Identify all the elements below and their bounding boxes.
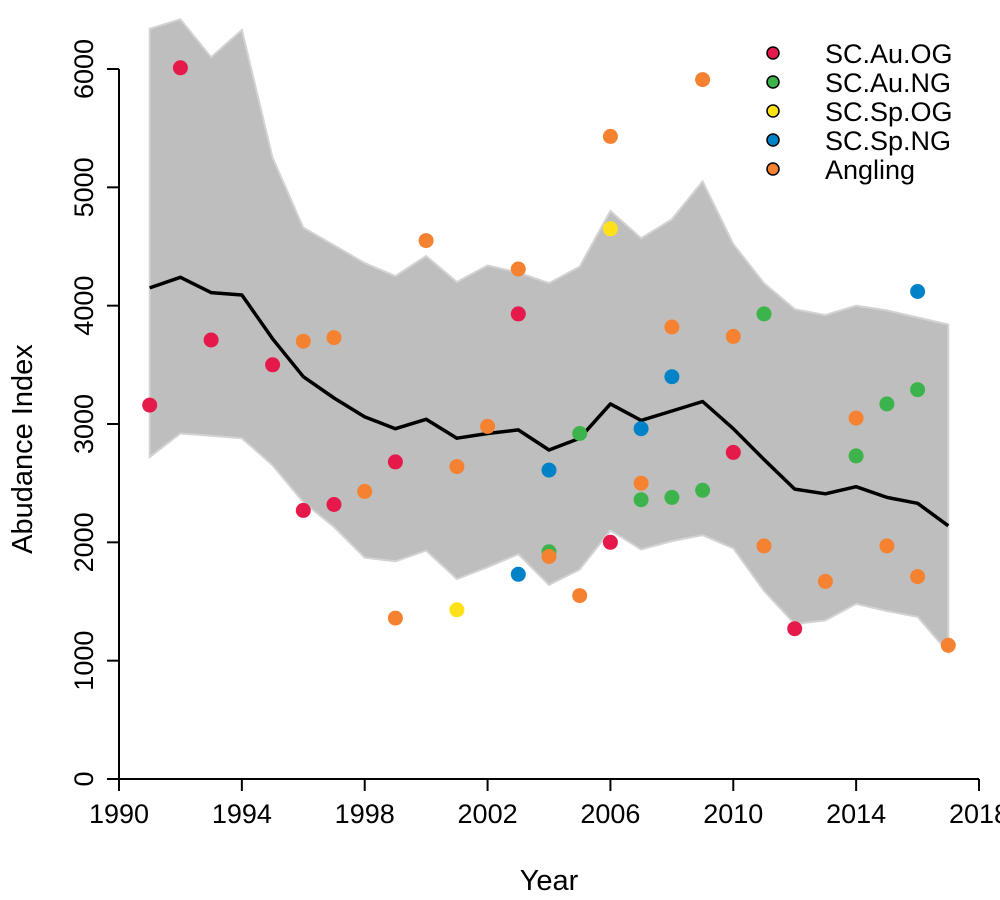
y-axis-title: Abudance Index [7,344,39,554]
legend-marker [766,46,780,60]
legend-label: Angling [825,155,915,185]
series-sc-sp-og [449,221,618,618]
data-point [326,497,342,512]
data-point [510,306,526,322]
x-axis-title: Year [520,865,579,897]
data-point [879,538,895,554]
data-point [756,538,772,554]
data-point [664,319,680,335]
data-points [142,60,956,653]
data-point [418,233,434,249]
data-point [572,426,588,441]
data-point [295,502,311,518]
data-point [480,418,496,434]
data-point [142,397,158,413]
data-point [848,410,864,426]
data-point [449,602,465,618]
data-point [602,128,618,144]
data-point [602,221,618,237]
y-tick-label: 3000 [69,394,99,454]
data-point [879,396,895,412]
trend-line [149,275,950,528]
x-tick-label: 1990 [89,799,149,829]
y-tick-label: 1000 [69,631,99,691]
data-point [787,621,803,637]
data-point [725,328,741,344]
legend-item: SC.Sp.NG [766,126,951,156]
legend-item: Angling [766,155,915,185]
data-point [265,357,281,373]
data-point [357,483,373,499]
data-point [910,569,926,585]
legend-marker [766,75,780,89]
legend-label: SC.Au.OG [825,39,953,69]
data-point [510,566,526,582]
x-tick-label: 1994 [212,799,272,829]
axes: 1990 1994 1998 2002 2006 2010 2014 2018 0 1000 200… [69,39,1000,829]
legend-item: SC.Au.OG [766,39,953,69]
data-point [940,637,956,653]
y-tick-label: 0 [69,771,99,786]
data-point [664,369,680,385]
data-point [910,382,926,398]
legend-label: SC.Sp.OG [825,97,953,127]
data-point [572,588,588,604]
x-tick-label: 2014 [826,799,886,829]
x-tick-label: 2002 [458,799,518,829]
series-angling [295,72,956,653]
data-point [172,60,188,76]
legend-item: SC.Au.NG [766,68,951,98]
legend-label: SC.Sp.NG [825,126,951,156]
series-sc-sp-ng [510,284,926,582]
x-tick-label: 2010 [703,799,763,829]
data-point [633,475,649,491]
y-tick-label: 2000 [69,512,99,572]
data-point [541,549,557,564]
data-point [510,261,526,277]
data-point [449,459,465,475]
legend-marker [766,133,780,147]
y-tick-label: 4000 [69,276,99,336]
legend-item: SC.Sp.OG [766,97,953,127]
data-point [387,610,403,626]
x-tick-label: 2006 [580,799,640,829]
data-point [203,332,219,348]
y-tick-label: 6000 [69,39,99,99]
data-point [817,573,833,589]
data-point [387,454,403,470]
data-point [326,330,342,346]
x-tick-label: 1998 [335,799,395,829]
series-sc-au-og [142,60,803,637]
data-point [756,306,772,322]
legend-marker [766,104,780,118]
y-tick-label: 5000 [69,157,99,217]
data-point [633,421,649,437]
data-point [541,462,557,478]
data-point [725,444,741,460]
data-point [695,72,711,88]
legend-marker [766,162,780,176]
x-tick-label: 2018 [949,799,1000,829]
data-point [295,333,311,349]
data-point [633,492,649,508]
legend-label: SC.Au.NG [825,68,951,98]
data-point [602,534,618,550]
data-point [910,284,926,299]
data-point [664,489,680,505]
data-point [695,482,711,498]
data-point [848,448,864,464]
trend-line-path [149,275,950,528]
